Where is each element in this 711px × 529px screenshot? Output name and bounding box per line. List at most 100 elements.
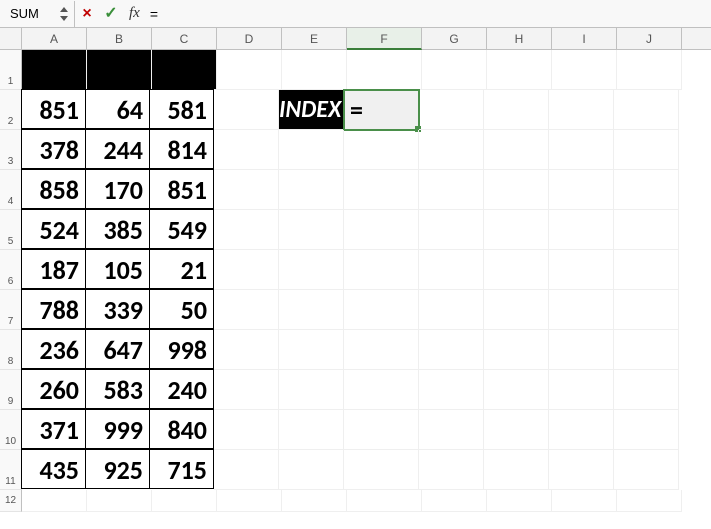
cell-I4[interactable] <box>549 170 614 210</box>
row-header-3[interactable]: 3 <box>0 130 22 170</box>
cell-B10[interactable]: 999 <box>85 409 150 449</box>
cell-B9[interactable]: 583 <box>85 369 150 409</box>
cell-B11[interactable]: 925 <box>85 449 150 489</box>
cell-J8[interactable] <box>614 330 679 370</box>
col-header-H[interactable]: H <box>487 28 552 49</box>
cell-F2[interactable]: = <box>344 90 419 130</box>
cell-J6[interactable] <box>614 250 679 290</box>
cell-H6[interactable] <box>484 250 549 290</box>
cell-E1[interactable] <box>282 50 347 90</box>
row-header-9[interactable]: 9 <box>0 370 22 410</box>
cell-F3[interactable] <box>344 130 419 170</box>
cell-G11[interactable] <box>419 450 484 490</box>
cell-C1[interactable] <box>152 50 217 90</box>
row-header-4[interactable]: 4 <box>0 170 22 210</box>
cell-A4[interactable]: 858 <box>21 169 86 209</box>
cell-D11[interactable] <box>214 450 279 490</box>
col-header-I[interactable]: I <box>552 28 617 49</box>
cell-B6[interactable]: 105 <box>85 249 150 289</box>
row-header-1[interactable]: 1 <box>0 50 22 90</box>
formula-input[interactable] <box>146 6 711 22</box>
cell-E8[interactable] <box>279 330 344 370</box>
cell-I7[interactable] <box>549 290 614 330</box>
cell-E5[interactable] <box>279 210 344 250</box>
cell-H4[interactable] <box>484 170 549 210</box>
cell-C2[interactable]: 581 <box>149 89 214 129</box>
cell-A10[interactable]: 371 <box>21 409 86 449</box>
cell-J1[interactable] <box>617 50 682 90</box>
cell-J9[interactable] <box>614 370 679 410</box>
row-header-12[interactable]: 12 <box>0 490 22 512</box>
accept-icon[interactable]: ✓ <box>99 2 123 26</box>
row-header-11[interactable]: 11 <box>0 450 22 490</box>
cell-F12[interactable] <box>347 490 422 512</box>
cell-D8[interactable] <box>214 330 279 370</box>
cell-C12[interactable] <box>152 490 217 512</box>
cancel-icon[interactable]: × <box>75 2 99 26</box>
name-box-stepper[interactable] <box>58 6 70 22</box>
cell-D3[interactable] <box>214 130 279 170</box>
cell-C6[interactable]: 21 <box>149 249 214 289</box>
cell-H1[interactable] <box>487 50 552 90</box>
col-header-C[interactable]: C <box>152 28 217 49</box>
cell-G2[interactable] <box>419 90 484 130</box>
col-header-E[interactable]: E <box>282 28 347 49</box>
name-box[interactable] <box>8 1 56 27</box>
cell-D1[interactable] <box>217 50 282 90</box>
cell-H5[interactable] <box>484 210 549 250</box>
row-header-6[interactable]: 6 <box>0 250 22 290</box>
cell-B8[interactable]: 647 <box>85 329 150 369</box>
cell-A12[interactable] <box>22 490 87 512</box>
cell-E10[interactable] <box>279 410 344 450</box>
cell-J5[interactable] <box>614 210 679 250</box>
cell-D6[interactable] <box>214 250 279 290</box>
cell-H2[interactable] <box>484 90 549 130</box>
cell-F10[interactable] <box>344 410 419 450</box>
row-header-7[interactable]: 7 <box>0 290 22 330</box>
row-header-8[interactable]: 8 <box>0 330 22 370</box>
cell-F8[interactable] <box>344 330 419 370</box>
fx-icon[interactable]: fx <box>123 5 146 22</box>
col-header-J[interactable]: J <box>617 28 682 49</box>
cell-I3[interactable] <box>549 130 614 170</box>
cell-J12[interactable] <box>617 490 682 512</box>
cell-A3[interactable]: 378 <box>21 129 86 169</box>
row-header-2[interactable]: 2 <box>0 90 22 130</box>
cell-F5[interactable] <box>344 210 419 250</box>
cell-A2[interactable]: 851 <box>21 89 86 129</box>
cell-I12[interactable] <box>552 490 617 512</box>
cell-F1[interactable] <box>347 50 422 90</box>
cell-I9[interactable] <box>549 370 614 410</box>
cell-B3[interactable]: 244 <box>85 129 150 169</box>
cell-E7[interactable] <box>279 290 344 330</box>
cell-G6[interactable] <box>419 250 484 290</box>
cell-G12[interactable] <box>422 490 487 512</box>
cell-C7[interactable]: 50 <box>149 289 214 329</box>
cell-I5[interactable] <box>549 210 614 250</box>
cell-C10[interactable]: 840 <box>149 409 214 449</box>
cell-F11[interactable] <box>344 450 419 490</box>
cell-H12[interactable] <box>487 490 552 512</box>
cell-G7[interactable] <box>419 290 484 330</box>
cell-A9[interactable]: 260 <box>21 369 86 409</box>
cell-B4[interactable]: 170 <box>85 169 150 209</box>
col-header-F[interactable]: F <box>347 28 422 50</box>
cell-D12[interactable] <box>217 490 282 512</box>
cell-B5[interactable]: 385 <box>85 209 150 249</box>
cell-H11[interactable] <box>484 450 549 490</box>
cell-D7[interactable] <box>214 290 279 330</box>
cell-F4[interactable] <box>344 170 419 210</box>
cell-D9[interactable] <box>214 370 279 410</box>
cell-E4[interactable] <box>279 170 344 210</box>
cell-H3[interactable] <box>484 130 549 170</box>
cell-C4[interactable]: 851 <box>149 169 214 209</box>
cell-I10[interactable] <box>549 410 614 450</box>
cell-D2[interactable] <box>214 90 279 130</box>
cell-A8[interactable]: 236 <box>21 329 86 369</box>
cell-D10[interactable] <box>214 410 279 450</box>
cell-D4[interactable] <box>214 170 279 210</box>
cell-B2[interactable]: 64 <box>85 89 150 129</box>
cell-A5[interactable]: 524 <box>21 209 86 249</box>
cell-F9[interactable] <box>344 370 419 410</box>
cell-F7[interactable] <box>344 290 419 330</box>
